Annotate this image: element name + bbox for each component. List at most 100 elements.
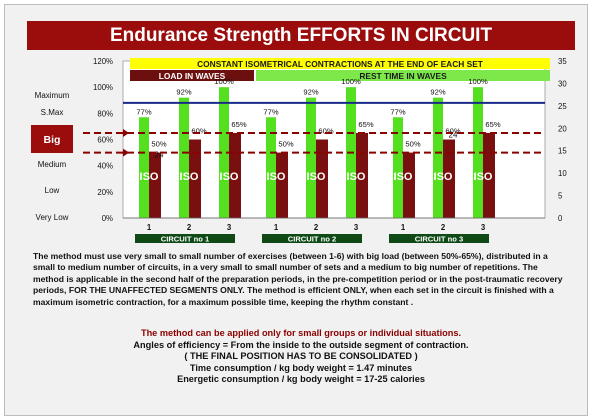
iso-label: ISO xyxy=(220,171,239,183)
right-axis-tick: 10 xyxy=(558,169,567,178)
rest-bar xyxy=(473,87,483,219)
load-bar xyxy=(229,132,241,218)
rest-band-label: REST TIME IN WAVES xyxy=(359,71,447,81)
rest-value-label: 100% xyxy=(341,77,361,86)
left-axis-tick: 80% xyxy=(97,109,113,118)
circuit-box xyxy=(389,234,489,243)
rest-bar xyxy=(433,97,443,218)
load-value-label: 65% xyxy=(485,120,500,129)
right-axis-tick: 25 xyxy=(558,102,567,111)
left-axis-tick: 60% xyxy=(97,136,113,145)
load-value-label: 65% xyxy=(231,120,246,129)
page-frame: Endurance Strength EFFORTS IN CIRCUIT CO… xyxy=(4,4,588,416)
rest-value-label: 77% xyxy=(136,107,151,116)
set-number-label: 3 xyxy=(227,223,232,232)
rest-value-label: 92% xyxy=(430,88,445,97)
set-number-label: 2 xyxy=(314,223,319,232)
rest-value-label: 77% xyxy=(390,107,405,116)
load-bar xyxy=(356,132,368,218)
circuit-label: CIRCUIT no 2 xyxy=(288,235,337,244)
load-value-label: 65% xyxy=(358,120,373,129)
big-intensity-box xyxy=(31,125,73,153)
set-number-label: 3 xyxy=(354,223,359,232)
iso-label: ISO xyxy=(347,171,366,183)
left-axis-tick: 40% xyxy=(97,162,113,171)
time-consumption-text: Time consumption / kg body weight = 1.47… xyxy=(189,362,413,373)
load-band xyxy=(130,70,254,81)
load-value-label: 60% xyxy=(318,127,333,136)
iso-label: ISO xyxy=(307,171,326,183)
load-bar xyxy=(189,139,201,218)
left-axis-tick: 0% xyxy=(102,214,113,223)
circuit-chart: CONSTANT ISOMETRICAL CONTRACTIONS AT THE… xyxy=(31,57,567,244)
rest-bar xyxy=(393,117,403,218)
iso-label: ISO xyxy=(394,171,413,183)
circuit-box xyxy=(262,234,362,243)
intensity-label: Medium xyxy=(38,160,67,169)
load-bar xyxy=(316,139,328,218)
intensity-label: Big xyxy=(44,134,61,146)
left-axis-tick: 20% xyxy=(97,188,113,197)
rest-bar xyxy=(219,87,229,219)
right-axis-tick: 30 xyxy=(558,79,567,88)
final-position-text: ( THE FINAL POSITION HAS TO BE CONSOLIDA… xyxy=(184,351,418,362)
efficiency-text: Angles of efficiency = From the inside t… xyxy=(133,339,469,350)
circuit-label: CIRCUIT no 3 xyxy=(415,235,464,244)
iso-label: ISO xyxy=(474,171,493,183)
intensity-label: Low xyxy=(45,186,60,195)
constant-band xyxy=(130,58,550,69)
rest-band xyxy=(256,70,550,81)
rest-value-label: 77% xyxy=(263,107,278,116)
intensity-label: Maximum xyxy=(35,91,70,100)
load-bar xyxy=(149,152,161,218)
set-number-label: 1 xyxy=(147,223,152,232)
rest-value-label: 100% xyxy=(214,77,234,86)
energetic-consumption-text: Energetic consumption / kg body weight =… xyxy=(177,374,425,385)
intensity-label: S.Max xyxy=(41,108,64,117)
load-bar xyxy=(276,152,288,218)
method-description: The method must use very small to small … xyxy=(33,251,563,307)
iso-label: ISO xyxy=(180,171,199,183)
constant-band-label: CONSTANT ISOMETRICAL CONTRACTIONS AT THE… xyxy=(197,59,484,69)
rest-bar xyxy=(179,97,189,218)
reference-arrow xyxy=(123,148,129,157)
iso-label: ISO xyxy=(434,171,453,183)
circuit-label: CIRCUIT no 1 xyxy=(161,235,210,244)
page-title: Endurance Strength EFFORTS IN CIRCUIT xyxy=(27,21,575,50)
right-axis-tick: 5 xyxy=(558,192,563,201)
rest-value-label: 100% xyxy=(468,77,488,86)
left-axis-tick: 120% xyxy=(93,57,113,66)
load-value-label: 50% xyxy=(278,140,293,149)
reps-value-label: 24 xyxy=(449,131,458,140)
set-number-label: 1 xyxy=(274,223,279,232)
load-bar xyxy=(403,152,415,218)
right-axis-tick: 20 xyxy=(558,124,567,133)
circuit-box xyxy=(135,234,235,243)
load-value-label: 60% xyxy=(445,127,460,136)
load-value-label: 50% xyxy=(151,140,166,149)
load-value-label: 60% xyxy=(191,127,206,136)
rest-bar xyxy=(306,97,316,218)
load-bar xyxy=(483,132,495,218)
set-number-label: 3 xyxy=(481,223,486,232)
load-value-label: 50% xyxy=(405,140,420,149)
warning-text: The method can be applied only for small… xyxy=(140,328,462,338)
iso-label: ISO xyxy=(140,171,159,183)
method-summary: The method can be applied only for small… xyxy=(33,328,569,386)
rest-value-label: 92% xyxy=(176,88,191,97)
left-axis-tick: 100% xyxy=(93,83,113,92)
reps-value-label: 24 xyxy=(155,150,164,159)
set-number-label: 2 xyxy=(441,223,446,232)
load-band-label: LOAD IN WAVES xyxy=(159,71,226,81)
reference-arrow xyxy=(123,128,129,137)
right-axis-tick: 15 xyxy=(558,147,567,156)
rest-value-label: 92% xyxy=(303,88,318,97)
rest-bar xyxy=(266,117,276,218)
load-bar xyxy=(443,139,455,218)
intensity-label: Very Low xyxy=(36,213,69,222)
rest-bar xyxy=(139,117,149,218)
right-axis-tick: 35 xyxy=(558,57,567,66)
set-number-label: 2 xyxy=(187,223,192,232)
iso-label: ISO xyxy=(267,171,286,183)
right-axis-tick: 0 xyxy=(558,214,563,223)
